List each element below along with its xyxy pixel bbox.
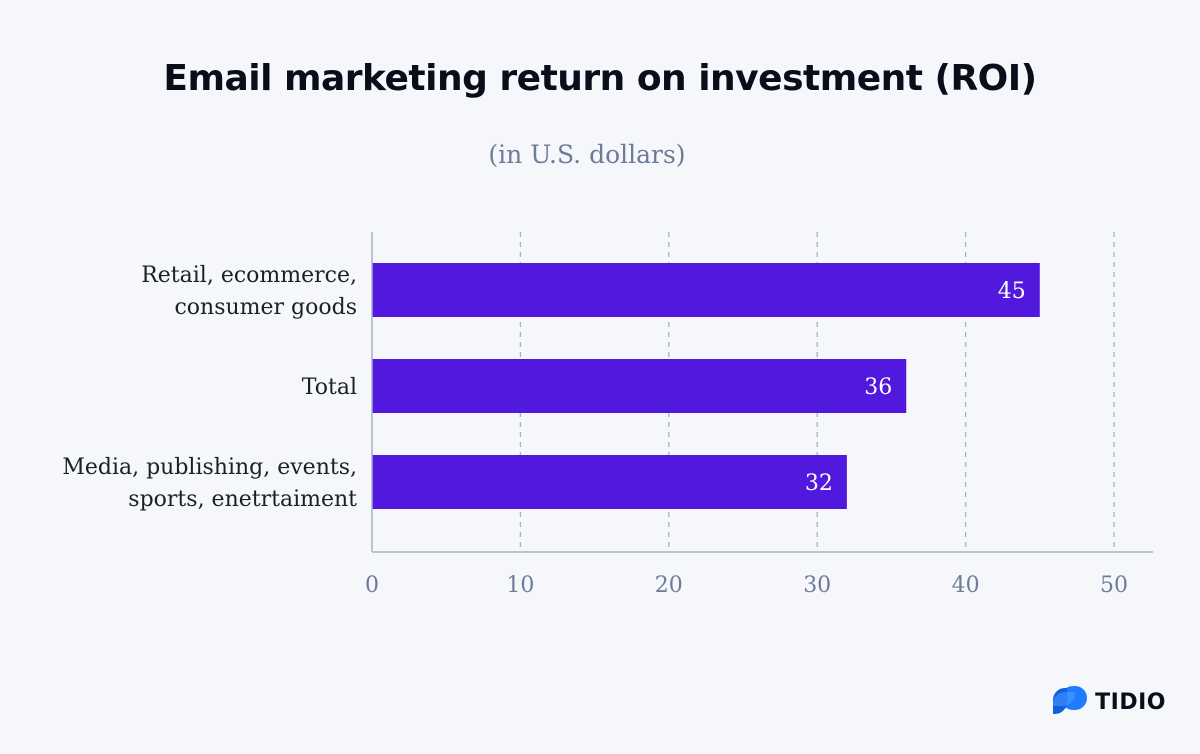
category-label-line: sports, enetrtaiment <box>128 487 357 512</box>
bar <box>372 263 1040 317</box>
bar-value-label: 45 <box>998 279 1026 304</box>
x-tick-label: 40 <box>952 573 980 598</box>
tick-labels: 0 10 20 30 40 50 <box>365 573 1128 598</box>
logo-text: TIDIO <box>1095 689 1166 715</box>
bar <box>372 455 847 509</box>
tidio-logo: TIDIO <box>1053 686 1166 718</box>
x-tick-label: 10 <box>506 573 534 598</box>
category-label-line: Total <box>302 375 357 400</box>
category-label-line: Retail, ecommerce, <box>141 263 357 288</box>
bar <box>372 359 907 413</box>
category-label: Total <box>302 375 357 400</box>
tidio-bubble-icon <box>1053 686 1088 714</box>
x-tick-label: 50 <box>1100 573 1128 598</box>
bar-value-label: 36 <box>864 375 892 400</box>
category-label-line: consumer goods <box>174 295 357 320</box>
chart-title: Email marketing return on investment (RO… <box>163 58 1037 99</box>
x-tick-label: 20 <box>655 573 683 598</box>
chart-subtitle: (in U.S. dollars) <box>488 140 686 169</box>
category-label-line: Media, publishing, events, <box>62 455 357 480</box>
category-labels: Retail, ecommerce, consumer goods Total Med… <box>62 263 357 512</box>
bar-value-label: 32 <box>805 471 833 496</box>
category-label: Media, publishing, events, sports, enetrt… <box>62 455 357 512</box>
axes <box>371 232 1153 553</box>
bars: 45 36 32 <box>372 263 1040 509</box>
x-tick-label: 30 <box>803 573 831 598</box>
category-label: Retail, ecommerce, consumer goods <box>141 263 357 320</box>
x-tick-label: 0 <box>365 573 379 598</box>
